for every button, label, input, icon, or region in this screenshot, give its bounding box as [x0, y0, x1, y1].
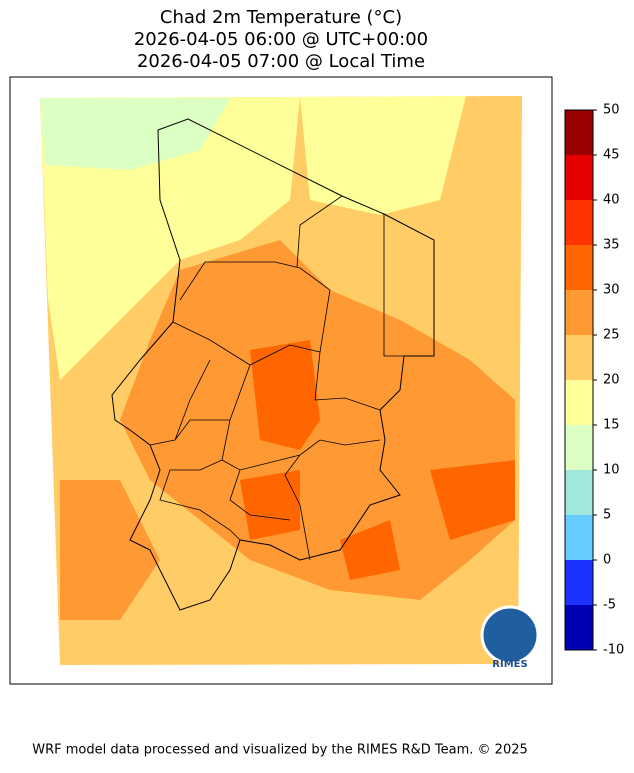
- colorbar-segment: [565, 200, 593, 245]
- colorbar-tick-label: 0: [603, 553, 611, 568]
- colorbar-tick-label: 5: [603, 508, 611, 523]
- colorbar-tick-label: 40: [603, 193, 620, 208]
- field-orange: [60, 480, 160, 620]
- logo-badge: [480, 605, 540, 665]
- colorbar-tick-label: 25: [603, 328, 620, 343]
- field-dark-orange: [240, 340, 515, 580]
- colorbar-segment: [565, 425, 593, 470]
- colorbar-tick-label: -10: [603, 643, 624, 658]
- colorbar-segment: [565, 155, 593, 200]
- logo-text: RIMES: [492, 659, 527, 670]
- footer: WRF model data processed and visualized …: [32, 743, 528, 758]
- colorbar-segment: [565, 110, 593, 155]
- title-line: Chad 2m Temperature (°C): [160, 7, 402, 28]
- colorbar-tick-label: 20: [603, 373, 620, 388]
- field-green: [40, 98, 230, 170]
- colorbar-tick-label: 35: [603, 238, 620, 253]
- field-yellow: [300, 96, 466, 215]
- colorbar-tick-label: -5: [603, 598, 616, 613]
- colorbar-tick-label: 10: [603, 463, 620, 478]
- colorbar-tick-label: 45: [603, 148, 620, 163]
- region-border: [149, 195, 434, 561]
- colorbar-segment: [565, 380, 593, 425]
- title-line: 2026-04-05 06:00 @ UTC+00:00: [134, 29, 428, 50]
- colorbar-segment: [565, 335, 593, 380]
- colorbar: -10 -5 0 5 10 15 20 25 30 35 40 45 50: [564, 103, 624, 658]
- colorbar-segment: [565, 245, 593, 290]
- map: RIMES: [9, 76, 553, 685]
- colorbar-segment: [565, 470, 593, 515]
- colorbar-tick-label: 30: [603, 283, 620, 298]
- title-line: 2026-04-05 07:00 @ Local Time: [137, 51, 425, 72]
- colorbar-tick-label: 15: [603, 418, 620, 433]
- colorbar-segment: [565, 560, 593, 605]
- colorbar-tick-label: 50: [603, 103, 620, 118]
- colorbar-segment: [565, 605, 593, 650]
- colorbar-segment: [565, 515, 593, 560]
- colorbar-segment: [565, 290, 593, 335]
